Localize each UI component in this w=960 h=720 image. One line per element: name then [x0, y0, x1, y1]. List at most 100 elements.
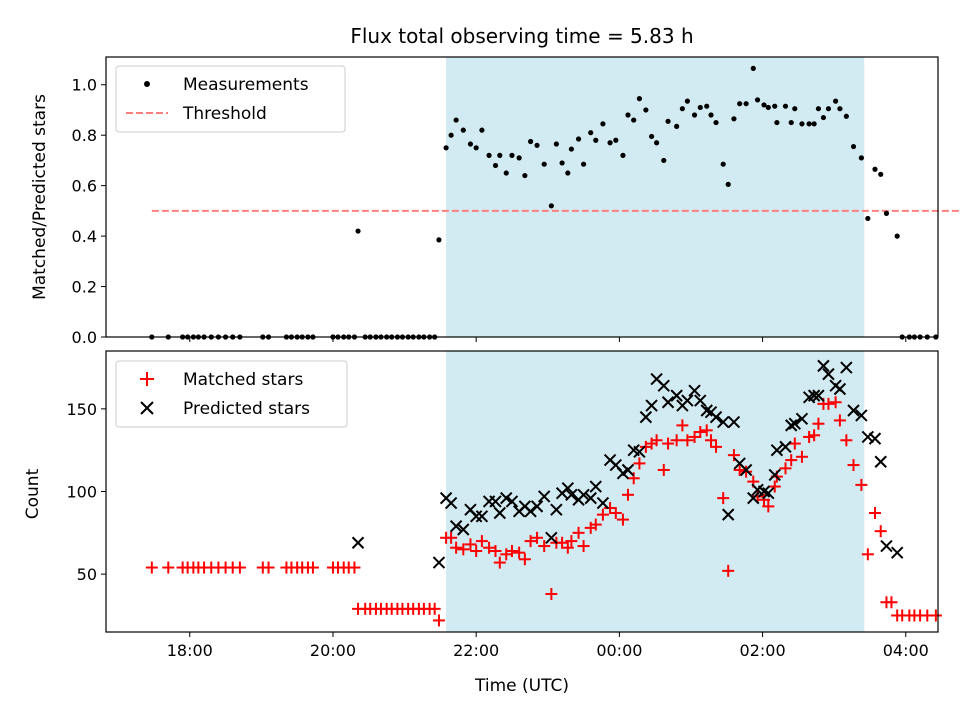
predicted-star-point [812, 389, 825, 402]
x-stroke-b [739, 463, 753, 477]
measurement-point [691, 112, 698, 118]
x-stroke-b [351, 536, 365, 549]
measurement-point [559, 160, 565, 166]
measurement-points [149, 65, 939, 340]
matched-star-point [788, 437, 801, 450]
x-stroke-b [762, 486, 775, 500]
matched-star-point [262, 561, 275, 574]
measurement-point [684, 98, 690, 104]
matched-star-point [513, 546, 526, 559]
x-stroke-b [822, 367, 835, 381]
measurement-point [878, 171, 884, 177]
x-stroke-b [657, 379, 670, 392]
x-stroke-b [464, 503, 477, 516]
matched-star-point [432, 614, 445, 627]
x-stroke-b [670, 389, 683, 402]
x-stroke-b [779, 440, 792, 454]
measurement-point [355, 228, 361, 234]
measurement-point [593, 137, 599, 143]
predicted-star-point [855, 409, 868, 422]
predicted-star-point [890, 546, 904, 559]
matched-star-point [733, 464, 746, 477]
x-stroke-b [633, 445, 646, 459]
x-stroke-b [550, 503, 563, 516]
matched-star-point [681, 434, 694, 447]
measurement-point [654, 140, 660, 146]
matched-star-point [717, 492, 730, 505]
x-stroke-b [645, 399, 658, 412]
measurement-point [479, 127, 485, 133]
measurement-point [731, 116, 737, 122]
matched-star-point [464, 538, 477, 551]
measurement-point [661, 157, 667, 164]
measurement-point [453, 117, 459, 123]
measurement-point [720, 161, 726, 167]
measurement-point [782, 103, 789, 109]
measurement-point [600, 121, 606, 127]
x-stroke-b [432, 556, 446, 569]
bottom-x-ticks: 18:00 20:00 22:00 00:00 02:00 04:00 [167, 632, 929, 660]
measurement-point [565, 170, 571, 176]
x-stroke-b [627, 443, 640, 457]
measurement-point [448, 132, 454, 138]
x-stroke-b [505, 495, 519, 508]
measurement-point [548, 203, 554, 209]
predicted-star-point [822, 367, 835, 381]
matched-star-point [145, 561, 158, 574]
matched-star-point [705, 434, 718, 447]
measurement-point [625, 112, 631, 118]
x-stroke-b [874, 455, 887, 468]
matched-star-point [808, 429, 821, 442]
predicted-star-point [779, 440, 792, 454]
measurement-point [486, 152, 492, 158]
measurement-point [820, 114, 827, 121]
matched-star-point [493, 556, 506, 569]
matched-star-point [475, 535, 488, 548]
x-tick-label: 18:00 [167, 641, 213, 660]
top-y-ticks: 0.0 0.2 0.4 0.6 0.8 1.0 [72, 76, 106, 347]
matched-star-point [633, 457, 646, 470]
matched-star-point [565, 535, 578, 548]
y-tick-label: 100 [66, 483, 97, 502]
matched-star-point [779, 462, 792, 475]
predicted-star-point [351, 536, 365, 549]
legend-predicted-marker [140, 401, 154, 415]
predicted-star-point [785, 419, 798, 432]
predicted-star-point [524, 505, 537, 518]
bottom-legend: Matched stars Predicted stars [115, 360, 348, 428]
measurement-point [743, 101, 749, 107]
x-stroke-b [840, 361, 853, 374]
y-tick-label: 0.4 [72, 227, 97, 246]
matched-star-point [524, 535, 537, 548]
x-stroke-b [812, 389, 825, 402]
x-tick-label: 00:00 [596, 641, 642, 660]
x-stroke-b [493, 506, 507, 520]
x-stroke-b [847, 404, 860, 417]
predicted-star-point [807, 389, 821, 402]
matched-star-point [868, 506, 881, 519]
predicted-star-point [449, 520, 463, 533]
x-stroke-b [589, 480, 602, 493]
x-stroke-b [661, 396, 675, 409]
top-panel: 0.0 0.2 0.4 0.6 0.8 1.0 Matched/Predicted sta… [30, 56, 960, 347]
predicted-star-point [709, 410, 723, 424]
measurement-point [761, 102, 767, 108]
predicted-star-point [847, 404, 860, 417]
matched-star-point [670, 434, 683, 447]
predicted-star-point [444, 496, 458, 510]
x-stroke-b [449, 520, 463, 533]
measurement-point [697, 104, 703, 111]
x-stroke-b [795, 412, 809, 425]
measurement-point [674, 123, 680, 129]
measurement-point [704, 103, 710, 109]
matched-star-point [306, 561, 319, 574]
x-tick-label: 02:00 [740, 641, 786, 660]
matched-star-point [722, 564, 735, 577]
predicted-star-point [874, 455, 887, 468]
x-stroke-b [537, 490, 551, 503]
measurement-point [725, 181, 731, 187]
measurement-point [872, 166, 878, 172]
y-tick-label: 0.2 [72, 278, 97, 297]
legend-predicted-label: Predicted stars [183, 399, 310, 419]
measurement-point [792, 106, 798, 112]
